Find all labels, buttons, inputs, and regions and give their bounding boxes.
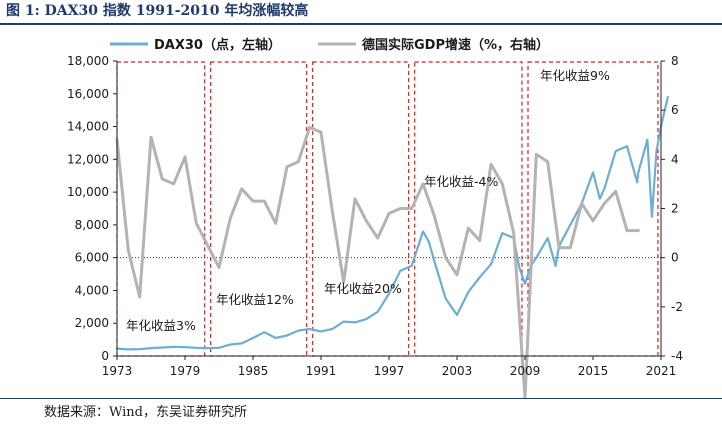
source-note: 数据来源：Wind，东吴证券研究所 [44,405,247,420]
period-box [210,61,308,357]
y-right-tick-label: 6 [671,103,679,117]
figure-title: 图 1: DAX30 指数 1991-2010 年均涨幅较高 [6,3,309,19]
y-left-tick-label: 4,000 [75,283,109,297]
y-right-tick-label: -4 [671,349,683,363]
x-tick-label: 1991 [306,364,337,378]
y-left-tick-label: 16,000 [67,87,109,101]
x-tick-label: 2003 [442,364,473,378]
dax30-line [115,96,669,351]
x-tick-label: 1979 [170,364,201,378]
y-left-tick-label: 0 [101,349,109,363]
y-left-tick-label: 8,000 [75,218,109,232]
period-return-label: 年化收益9% [540,68,610,83]
x-tick-label: 1973 [102,364,133,378]
gdp-growth-line [115,125,640,400]
y-left-tick-label: 2,000 [75,316,109,330]
period-return-label: 年化收益3% [126,318,196,333]
period-box [116,61,206,357]
source-rule [0,398,722,399]
series-group [115,96,669,400]
period-boxes [116,61,659,357]
legend-label-gdp: 德国实际GDP增速（%，右轴） [362,37,549,53]
y-right-tick-label: 2 [671,202,679,216]
period-return-label: 年化收益20% [324,281,402,296]
x-tick-label: 2009 [510,364,541,378]
period-return-label: 年化收益12% [216,292,294,307]
y-right-tick-label: 8 [671,54,679,68]
y-left-tick-label: 6,000 [75,251,109,265]
y-right-tick-label: 0 [671,251,679,265]
legend: DAX30（点，左轴） 德国实际GDP增速（%，右轴） [110,37,549,53]
y-right-tick-label: 4 [671,152,679,166]
annotations-group: 年化收益3% 年化收益12% 年化收益20% 年化收益-4% 年化收益9% [126,68,610,333]
x-tick-label: 2021 [646,364,677,378]
title-rule [0,23,722,25]
period-return-label: 年化收益-4% [424,174,498,189]
period-box [527,61,659,357]
x-tick-label: 2015 [578,364,609,378]
y-right-tick-label: -2 [671,300,683,314]
x-tick-label: 1997 [374,364,405,378]
axes-group: 0 2,000 4,000 6,000 8,000 10,000 12,000 14,000 1… [67,54,683,378]
y-left-tick-label: 18,000 [67,54,109,68]
x-tick-label: 1985 [238,364,269,378]
y-left-tick-label: 14,000 [67,120,109,134]
y-left-tick-label: 10,000 [67,185,109,199]
y-left-tick-label: 12,000 [67,152,109,166]
legend-label-dax30: DAX30（点，左轴） [154,37,281,53]
